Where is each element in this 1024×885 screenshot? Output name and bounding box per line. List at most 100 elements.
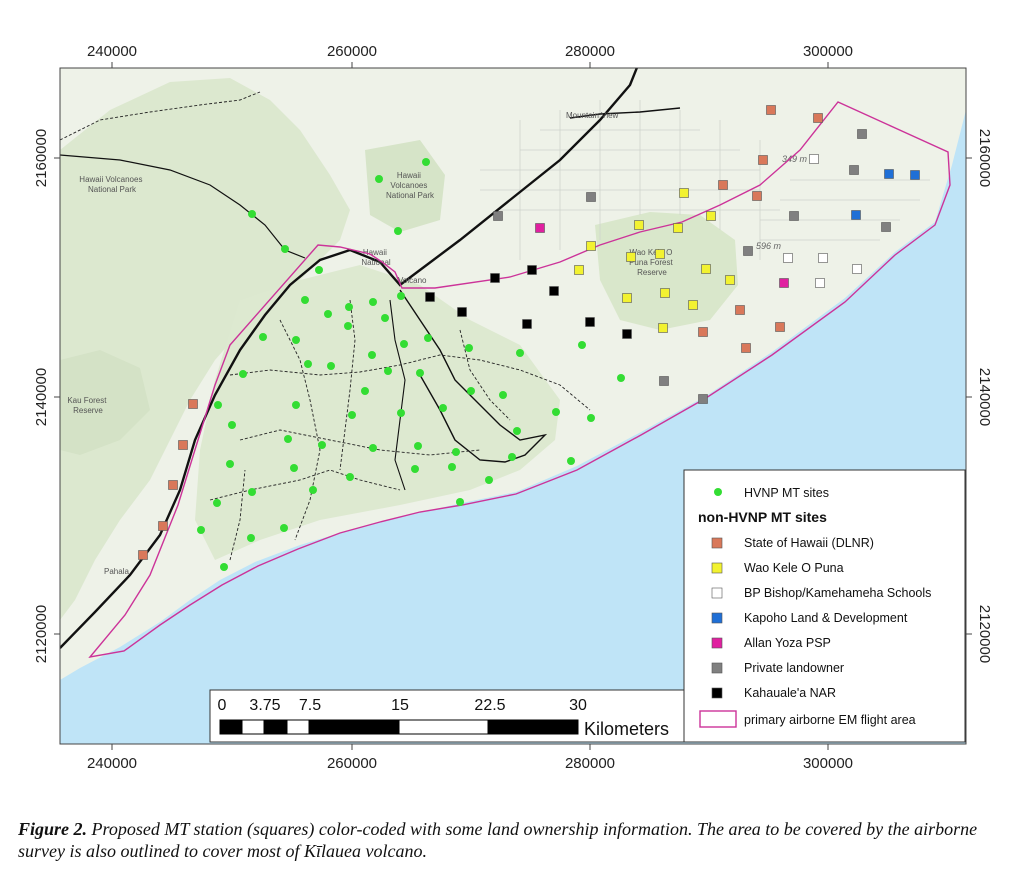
hvnp-site-marker [499,391,507,399]
hvnp-site-marker [567,457,575,465]
hvnp-site-marker [368,351,376,359]
hvnp-site-marker [411,465,419,473]
hvnp-site-marker [397,292,405,300]
hvnp-site-marker [348,411,356,419]
hvnp-site-marker [304,360,312,368]
hvnp-site-marker [617,374,625,382]
hvnp-site-marker [361,387,369,395]
mt-site-private-marker [881,222,891,232]
hvnp-site-marker [394,227,402,235]
hvnp-site-marker [345,303,353,311]
place-hawaii-volcanoes-np-west: Hawaii Volcanoes National Park [79,175,144,194]
mt-site-nar-marker [549,286,559,296]
mt-site-nar-marker [490,273,500,283]
legend-dlnr-label: State of Hawaii (DLNR) [744,536,874,550]
scale-segments [219,719,579,735]
scale-label-30: 30 [569,697,587,714]
mt-site-wao-marker [679,188,689,198]
y-tick-right-2140000: 2140000 [976,368,993,426]
hvnp-site-marker [400,340,408,348]
hvnp-site-marker [197,526,205,534]
hvnp-site-marker [485,476,493,484]
figure-caption-text: Proposed MT station (squares) color-code… [18,819,978,861]
scale-label-0: 0 [218,697,227,714]
mt-site-wao-marker [655,249,665,259]
legend-wao-label: Wao Kele O Puna [744,561,844,575]
hvnp-site-marker [213,499,221,507]
legend-non-hvnp-heading: non-HVNP MT sites [698,509,827,525]
hvnp-site-marker [226,460,234,468]
mt-site-kapoho-marker [910,170,920,180]
park-zone-central [195,265,560,560]
hvnp-site-marker [346,473,354,481]
non-hvnp-sites-layer [138,105,920,560]
mt-site-wao-marker [725,275,735,285]
mt-site-nar-marker [522,319,532,329]
park-zone-kau-forest [60,350,150,455]
elevation-label-349: 349 m [782,154,808,164]
place-mountain-view: Mountain View [566,111,619,120]
mt-site-private-marker [743,246,753,256]
y-tick-right-2120000: 2120000 [976,605,993,663]
hvnp-site-marker [552,408,560,416]
place-kau-forest-reserve: Kau Forest Reserve [67,396,108,415]
mt-site-wao-marker [706,211,716,221]
y-tick-right-2160000: 2160000 [976,129,993,187]
hvnp-site-marker [369,298,377,306]
mt-site-private-marker [849,165,859,175]
park-zone-southwest [60,78,350,620]
legend-dlnr-swatch [711,537,723,549]
hvnp-site-marker [318,441,326,449]
scale-label-15: 15 [391,697,409,714]
mt-site-wao-marker [660,288,670,298]
hvnp-site-marker [214,401,222,409]
place-wao-kele-o-puna-reserve: Wao Kele O Puna Forest Reserve [629,248,675,277]
trail-network [60,91,591,561]
mt-site-wao-marker [586,241,596,251]
map-frame-border [59,67,967,745]
hvnp-site-marker [578,341,586,349]
mt-site-wao-marker [622,293,632,303]
hvnp-site-marker [587,414,595,422]
x-tick-bottom-280000: 280000 [565,755,615,772]
hvnp-site-marker [448,463,456,471]
hvnp-site-marker [422,158,430,166]
hvnp-site-marker [375,175,383,183]
hvnp-site-marker [292,336,300,344]
place-hawaii-volcanoes-np-north: Hawaii Volcanoes National Park [386,171,435,200]
mt-site-nar-marker [585,317,595,327]
hvnp-site-marker [290,464,298,472]
hvnp-site-marker [439,404,447,412]
hvnp-site-marker [416,369,424,377]
mt-site-dlnr-marker [718,180,728,190]
x-tick-top-260000: 260000 [327,43,377,60]
hvnp-site-marker [220,563,228,571]
hvnp-site-marker [301,296,309,304]
mt-site-dlnr-marker [758,155,768,165]
x-tick-top-300000: 300000 [803,43,853,60]
hvnp-site-marker [397,409,405,417]
legend-hvnp-symbol [714,488,722,496]
mt-site-private-marker [493,211,503,221]
scale-unit-label: Kilometers [584,719,669,739]
mt-site-wao-marker [574,265,584,275]
hvnp-site-marker [280,524,288,532]
mt-site-private-marker [586,192,596,202]
legend-flight-area-label: primary airborne EM flight area [744,713,916,727]
legend-yoza-label: Allan Yoza PSP [744,636,831,650]
hvnp-site-marker [327,362,335,370]
hvnp-sites-layer [197,158,625,571]
mt-site-dlnr-marker [698,327,708,337]
legend-private-label: Private landowner [744,661,844,675]
hvnp-site-marker [248,488,256,496]
y-tick-left-2120000: 2120000 [33,605,50,663]
mt-site-dlnr-marker [138,550,148,560]
mt-site-nar-marker [622,329,632,339]
hvnp-site-marker [239,370,247,378]
scale-label-22-5: 22.5 [474,697,505,714]
hvnp-site-marker [369,444,377,452]
x-tick-top-240000: 240000 [87,43,137,60]
scale-label-7-5: 7.5 [299,697,321,714]
hvnp-site-marker [516,349,524,357]
highway-main [60,68,639,649]
